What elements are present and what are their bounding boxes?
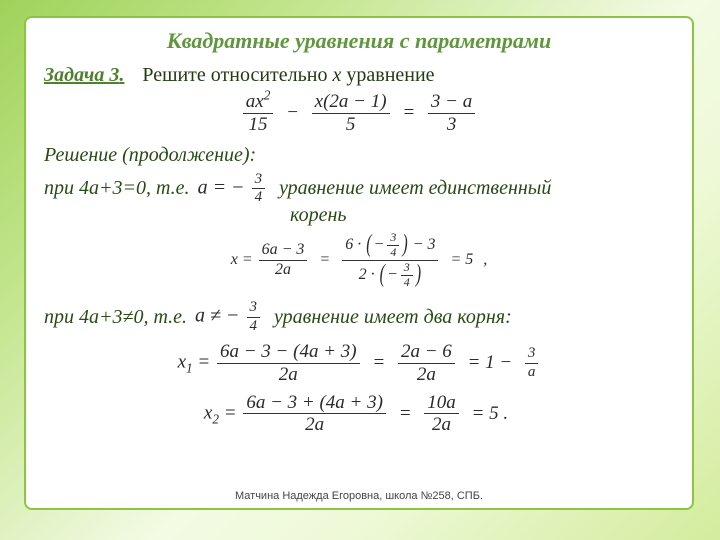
main-equation: ax2 15 − x(2a − 1) 5 = 3 − a 3: [44, 91, 674, 136]
op-equals: =: [402, 102, 415, 124]
frac-x1-b: 2a − 6 2a: [398, 341, 455, 386]
case2-a-neq: a ≠ − 3 4: [195, 299, 262, 335]
frac-3-a: 3 a: [525, 345, 539, 381]
case2-tail: уравнение имеет два корня:: [274, 306, 512, 329]
case2-line: при 4a+3≠0, т.е. a ≠ − 3 4 уравнение име…: [44, 299, 674, 335]
case2-prefix: при 4a+3≠0, т.е.: [44, 306, 187, 329]
case1-a-eq: a = − 3 4: [198, 171, 268, 207]
task-text-pre: Решите относительно: [142, 64, 332, 86]
task-text: Решите относительно x уравнение: [142, 64, 434, 87]
frac-x2-b: 10a 2a: [424, 392, 459, 437]
task-text-post: уравнение: [341, 64, 434, 86]
task-row: Задача 3. Решите относительно x уравнени…: [44, 64, 674, 87]
footer-text: Матчина Надежда Егоровна, школа №258, СП…: [26, 490, 692, 502]
frac-3-4: 3 4: [252, 171, 266, 207]
frac-6a3-2a: 6a − 3 2a: [259, 241, 308, 279]
task-number: Задача 3: [44, 64, 119, 86]
op-minus: −: [286, 102, 299, 124]
frac-substituted: 6 · (−34) − 3 2 · (−34): [342, 231, 438, 289]
case1-line: при 4a+3=0, т.е. a = − 3 4 уравнение име…: [44, 171, 674, 207]
case1-tail1: уравнение имеет единственный: [279, 177, 551, 200]
page-title: Квадратные уравнения с параметрами: [44, 28, 674, 54]
frac-term3: 3 − a 3: [428, 91, 475, 136]
frac-term1: ax2 15: [243, 91, 274, 136]
frac-x2-a: 6a − 3 + (4a + 3) 2a: [243, 392, 386, 437]
frac-x1-a: 6a − 3 − (4a + 3) 2a: [217, 341, 360, 386]
task-label: Задача 3.: [44, 64, 124, 87]
case1-prefix: при 4a+3=0, т.е.: [44, 177, 190, 200]
eq-x2: x2 = 6a − 3 + (4a + 3) 2a = 10a 2a = 5 .: [44, 392, 674, 437]
solution-heading: Решение (продолжение):: [44, 144, 674, 167]
case1-tail2: корень: [290, 204, 674, 227]
slide-card: Квадратные уравнения с параметрами Задач…: [24, 16, 694, 510]
eq-single-root: x = 6a − 3 2a = 6 · (−34) − 3 2 · (−34) …: [44, 231, 674, 289]
frac-term2: x(2a − 1) 5: [312, 91, 390, 136]
eq-x1: x1 = 6a − 3 − (4a + 3) 2a = 2a − 6 2a = …: [44, 341, 674, 386]
frac-3-4-b: 3 4: [247, 299, 261, 335]
